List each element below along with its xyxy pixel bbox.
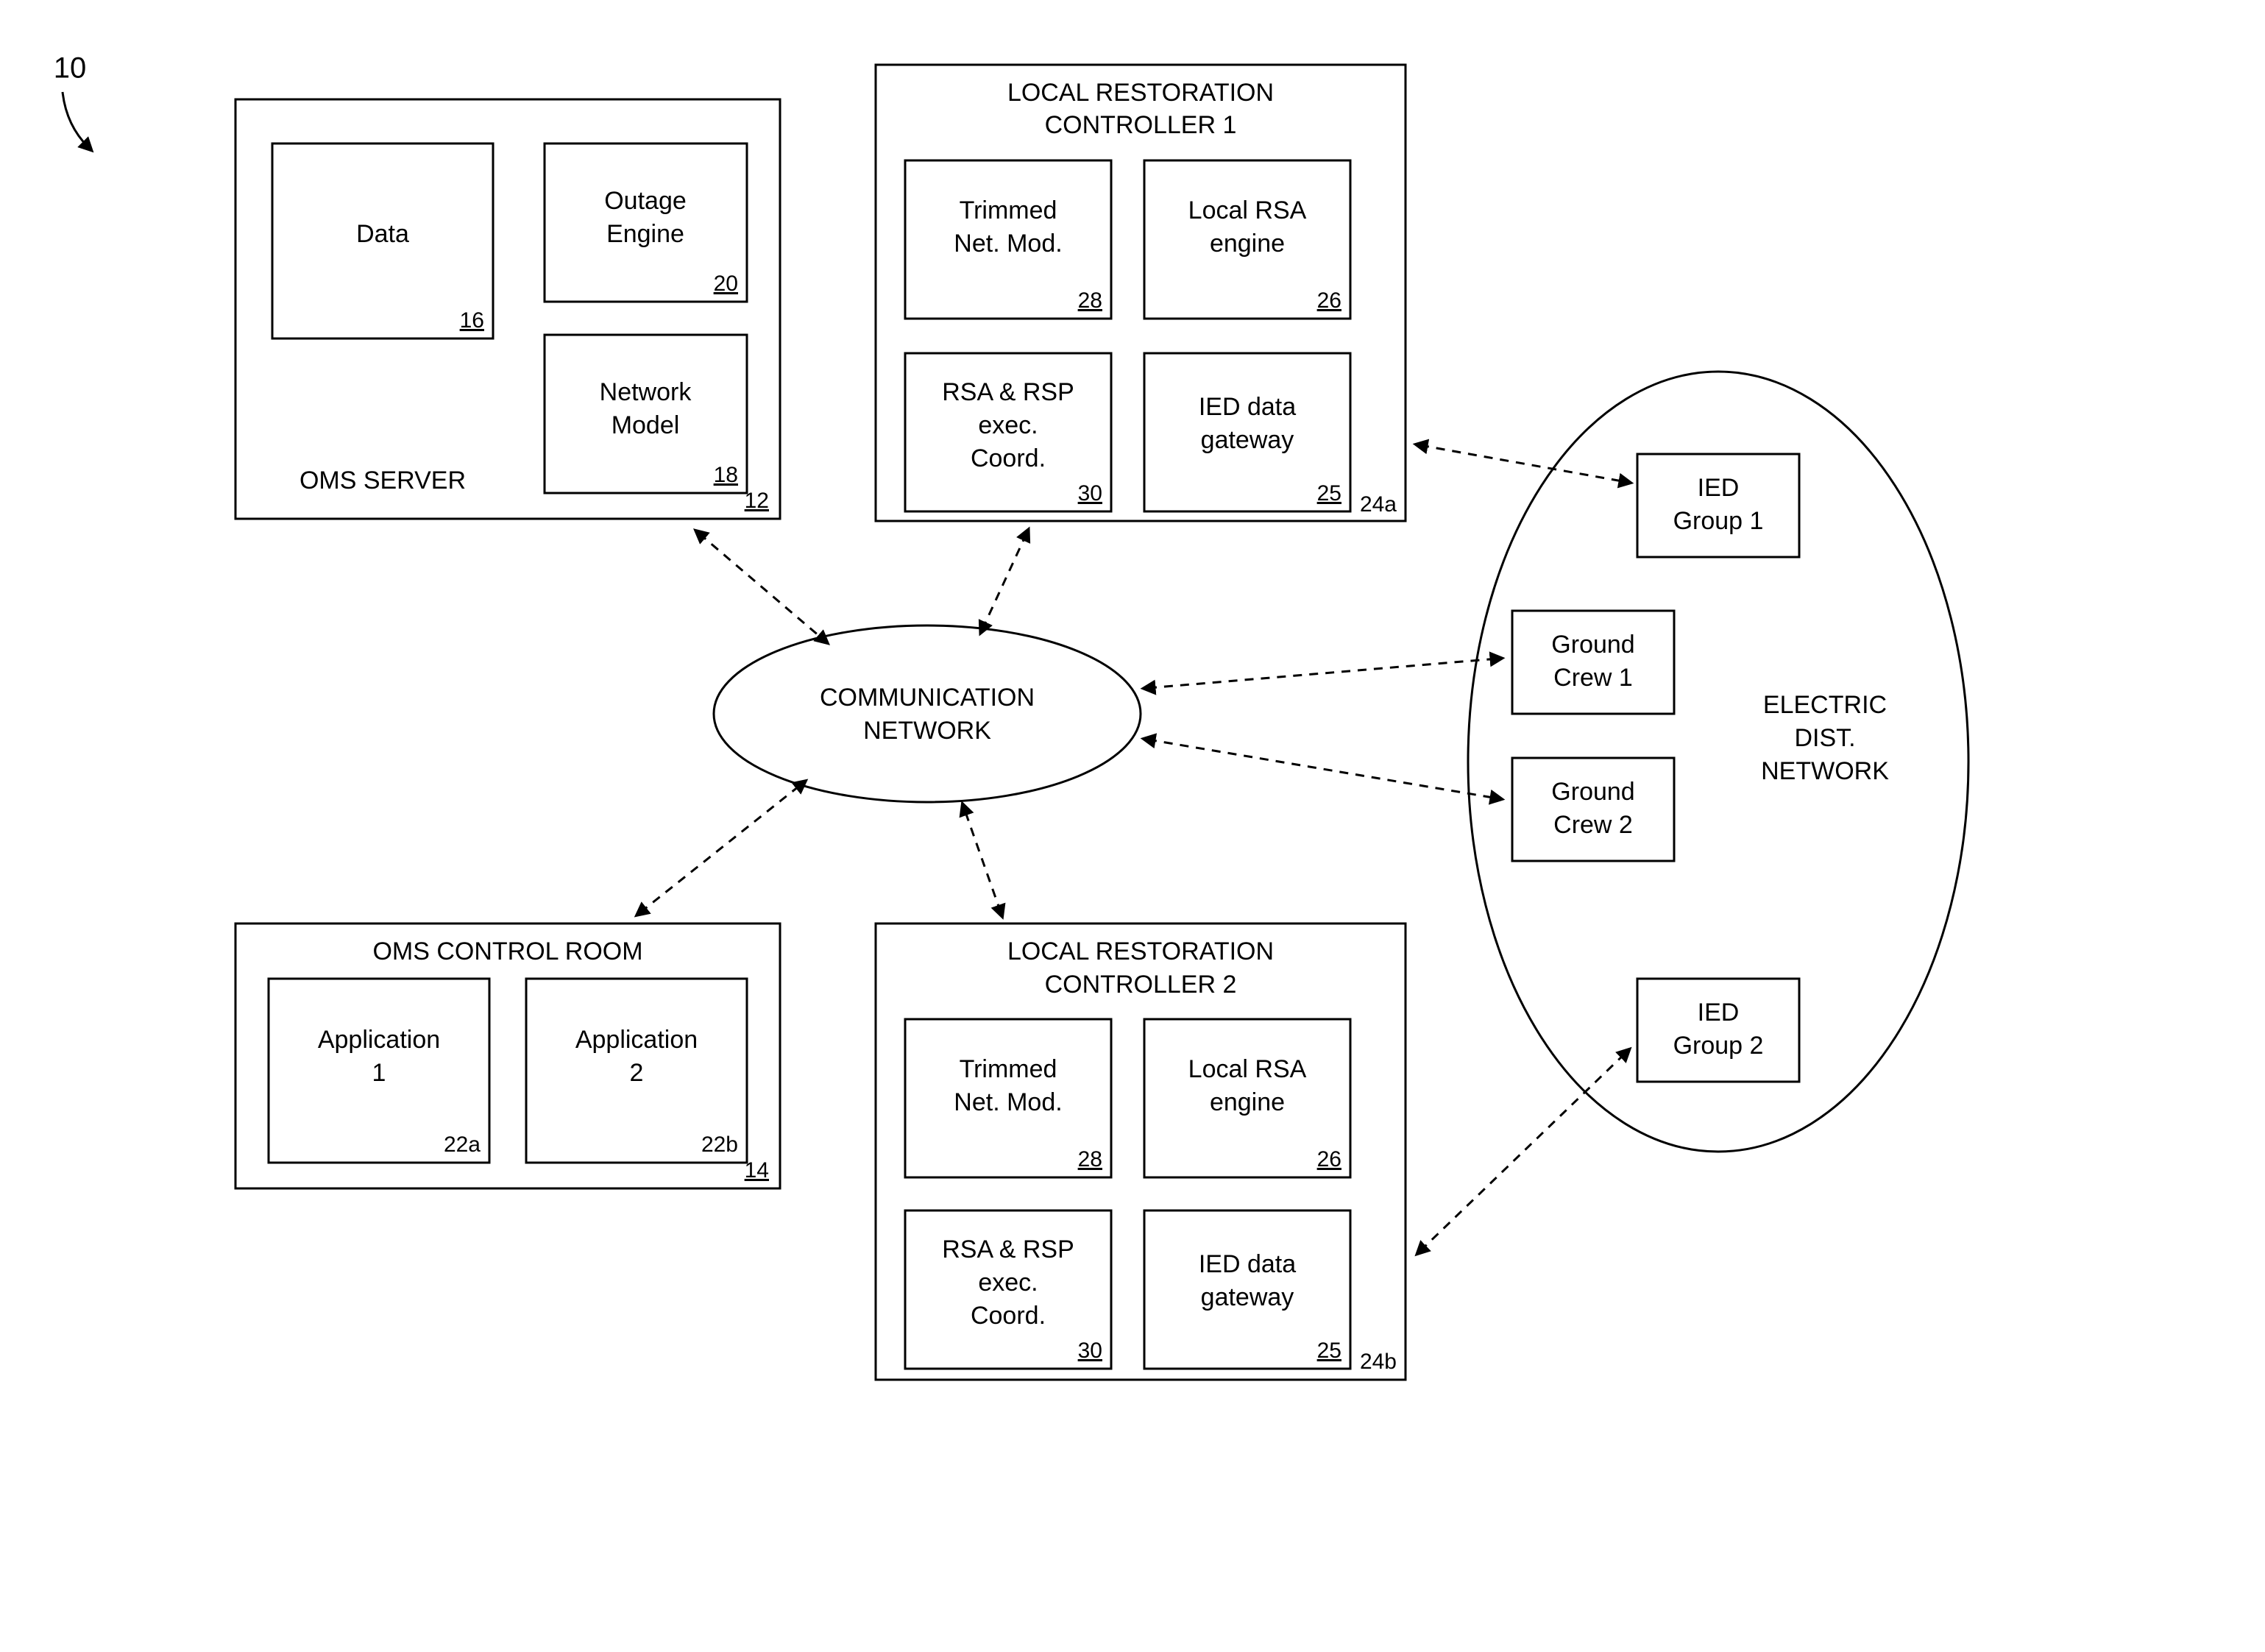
lrc1-container: LOCAL RESTORATION CONTROLLER 1 24a Trimm… bbox=[876, 65, 1406, 521]
lrc2-gateway-l1: IED data bbox=[1199, 1250, 1296, 1278]
lrc2-trimmed-l2: Net. Mod. bbox=[954, 1088, 1062, 1116]
outage-engine-l1: Outage bbox=[604, 187, 687, 215]
network-model-l1: Network bbox=[600, 378, 692, 406]
comm-l2: NETWORK bbox=[863, 717, 991, 745]
lrc2-rsa-l2: engine bbox=[1210, 1088, 1285, 1116]
lrc2-title2: CONTROLLER 2 bbox=[1045, 971, 1237, 999]
lrc2-gateway-l2: gateway bbox=[1201, 1283, 1294, 1311]
gc1-l1: Ground bbox=[1551, 631, 1634, 659]
figure-ref-label: 10 bbox=[54, 52, 87, 85]
lrc2-trimmed-l1: Trimmed bbox=[960, 1055, 1057, 1083]
lrc1-gateway-l1: IED data bbox=[1199, 393, 1296, 421]
lrc1-gateway-ref: 25 bbox=[1317, 481, 1341, 506]
app2-l1: Application bbox=[575, 1026, 698, 1054]
gc1-l2: Crew 1 bbox=[1553, 664, 1633, 692]
outage-engine-l2: Engine bbox=[606, 220, 684, 248]
app1-ref: 22a bbox=[444, 1132, 481, 1157]
lrc1-rsa-l2: engine bbox=[1210, 230, 1285, 258]
arrow-oms-cr-comm bbox=[640, 784, 802, 912]
lrc2-coord-ref: 30 bbox=[1078, 1339, 1102, 1363]
comm-network: COMMUNICATION NETWORK bbox=[714, 625, 1141, 802]
lrc1-title1: LOCAL RESTORATION bbox=[1007, 79, 1274, 107]
lrc1-trimmed-ref: 28 bbox=[1078, 288, 1102, 313]
lrc2-rsa-l1: Local RSA bbox=[1188, 1055, 1307, 1083]
edn-l2: DIST. bbox=[1794, 724, 1855, 752]
lrc2-coord-l3: Coord. bbox=[971, 1302, 1046, 1330]
lrc2-coord-l1: RSA & RSP bbox=[942, 1236, 1074, 1263]
arrow-lrc1-comm bbox=[982, 533, 1027, 629]
network-model-ref: 18 bbox=[714, 463, 738, 487]
app2-ref: 22b bbox=[701, 1132, 738, 1157]
lrc1-gateway-l2: gateway bbox=[1201, 426, 1294, 454]
lrc1-coord-ref: 30 bbox=[1078, 481, 1102, 506]
lrc2-trimmed-ref: 28 bbox=[1078, 1147, 1102, 1171]
app2-l2: 2 bbox=[630, 1059, 644, 1087]
lrc2-gateway-ref: 25 bbox=[1317, 1339, 1341, 1363]
app1-l1: Application bbox=[318, 1026, 440, 1054]
lrc1-title2: CONTROLLER 1 bbox=[1045, 111, 1237, 139]
oms-server-container: OMS SERVER 12 Data 16 Outage Engine 20 N… bbox=[235, 99, 780, 519]
oms-server-ref: 12 bbox=[745, 489, 769, 513]
edn-l1: ELECTRIC bbox=[1763, 691, 1887, 719]
figure-ref-arrow bbox=[63, 92, 88, 147]
ied1-l1: IED bbox=[1698, 474, 1740, 502]
app1-l2: 1 bbox=[372, 1059, 386, 1087]
edn-container: ELECTRIC DIST. NETWORK IED Group 1 Groun… bbox=[1468, 372, 1968, 1152]
lrc1-coord-l3: Coord. bbox=[971, 444, 1046, 472]
lrc2-title1: LOCAL RESTORATION bbox=[1007, 937, 1274, 965]
lrc2-rsa-ref: 26 bbox=[1317, 1147, 1341, 1171]
arrow-oms-server-comm bbox=[699, 533, 824, 640]
arrow-comm-gc1 bbox=[1148, 659, 1497, 688]
oms-data-label: Data bbox=[356, 220, 409, 248]
lrc2-container: LOCAL RESTORATION CONTROLLER 2 24b Trimm… bbox=[876, 924, 1406, 1380]
lrc1-ref: 24a bbox=[1360, 492, 1397, 517]
network-model-l2: Model bbox=[612, 411, 680, 439]
oms-cr-ref: 14 bbox=[745, 1158, 769, 1183]
lrc1-rsa-ref: 26 bbox=[1317, 288, 1341, 313]
outage-engine-ref: 20 bbox=[714, 272, 738, 296]
lrc2-ref: 24b bbox=[1360, 1350, 1397, 1374]
oms-cr-title: OMS CONTROL ROOM bbox=[372, 937, 642, 965]
ied1-l2: Group 1 bbox=[1673, 507, 1764, 535]
gc2-box bbox=[1512, 758, 1674, 861]
ied2-l2: Group 2 bbox=[1673, 1032, 1764, 1060]
arrow-lrc2-ied2 bbox=[1420, 1052, 1626, 1251]
oms-control-room-container: OMS CONTROL ROOM 14 Application 1 22a Ap… bbox=[235, 924, 780, 1188]
oms-data-ref: 16 bbox=[460, 308, 484, 333]
gc2-l2: Crew 2 bbox=[1553, 811, 1633, 839]
arrow-comm-gc2 bbox=[1148, 740, 1497, 798]
gc2-l1: Ground bbox=[1551, 778, 1634, 806]
oms-server-title: OMS SERVER bbox=[299, 467, 466, 494]
arrow-lrc2-comm bbox=[964, 808, 1001, 912]
ied2-l1: IED bbox=[1698, 999, 1740, 1027]
lrc1-coord-l1: RSA & RSP bbox=[942, 378, 1074, 406]
lrc1-trimmed-l2: Net. Mod. bbox=[954, 230, 1062, 258]
lrc1-coord-l2: exec. bbox=[978, 411, 1038, 439]
ied1-box bbox=[1637, 454, 1799, 557]
edn-l3: NETWORK bbox=[1761, 757, 1889, 785]
lrc1-trimmed-l1: Trimmed bbox=[960, 196, 1057, 224]
gc1-box bbox=[1512, 611, 1674, 714]
lrc2-coord-l2: exec. bbox=[978, 1269, 1038, 1297]
ied2-box bbox=[1637, 979, 1799, 1082]
comm-l1: COMMUNICATION bbox=[820, 684, 1035, 712]
lrc1-rsa-l1: Local RSA bbox=[1188, 196, 1307, 224]
